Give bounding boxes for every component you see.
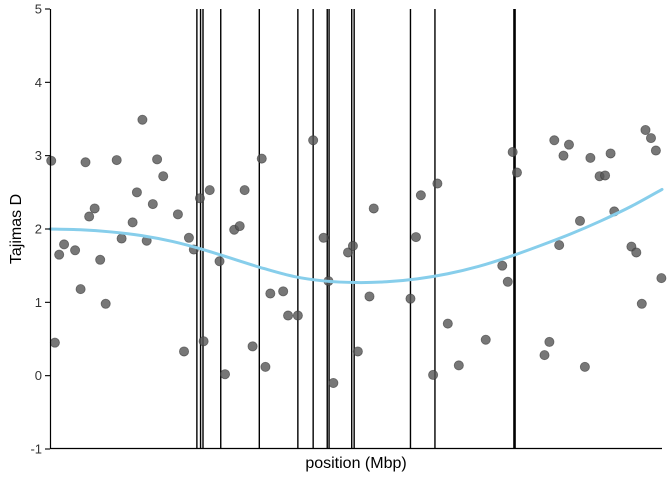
data-point	[214, 256, 225, 267]
y-ticks-layer: -1 0 1 2 3 4 5	[30, 2, 50, 457]
x-axis-title: position (Mbp)	[305, 455, 406, 472]
data-point	[605, 148, 616, 159]
data-point	[507, 146, 518, 157]
data-point	[172, 209, 183, 220]
data-point	[198, 336, 209, 347]
data-point	[549, 135, 560, 146]
data-point	[579, 361, 590, 372]
y-tick-label: 1	[35, 295, 42, 310]
data-point	[405, 293, 416, 304]
data-point	[75, 284, 86, 295]
data-point	[256, 153, 267, 164]
data-point	[70, 245, 81, 256]
data-point	[265, 288, 276, 299]
data-point	[137, 114, 148, 125]
y-tick-label: -1	[30, 442, 42, 457]
data-point	[502, 276, 513, 287]
data-point	[318, 232, 329, 243]
data-point	[574, 215, 585, 226]
data-point	[352, 346, 363, 357]
data-point	[558, 150, 569, 161]
data-point	[179, 346, 190, 357]
data-point	[54, 249, 65, 260]
data-point	[645, 133, 656, 144]
data-point	[234, 221, 245, 232]
data-point	[158, 171, 169, 182]
data-point	[204, 185, 215, 196]
data-point	[636, 298, 647, 309]
data-point	[511, 167, 522, 178]
data-point	[127, 217, 138, 228]
data-point	[84, 211, 95, 222]
data-point	[220, 369, 231, 380]
data-point	[585, 152, 596, 163]
points-layer	[46, 114, 667, 388]
data-point	[364, 291, 375, 302]
data-point	[292, 310, 303, 321]
data-point	[539, 350, 550, 361]
vertical-lines-layer	[196, 9, 516, 449]
y-tick-label: 3	[35, 148, 42, 163]
y-tick-label: 4	[35, 75, 42, 90]
data-point	[147, 199, 158, 210]
data-point	[283, 310, 294, 321]
data-point	[656, 273, 667, 284]
y-tick-label: 0	[35, 368, 42, 383]
y-tick-label: 5	[35, 2, 42, 17]
data-point	[563, 139, 574, 150]
data-point	[46, 155, 57, 166]
data-point	[480, 334, 491, 345]
data-point	[194, 193, 205, 204]
data-point	[100, 298, 111, 309]
data-point	[260, 361, 271, 372]
data-point	[183, 232, 194, 243]
data-point	[239, 185, 250, 196]
data-point	[497, 260, 508, 271]
data-point	[410, 232, 421, 243]
y-axis-title: Tajimas D	[8, 194, 25, 264]
data-point	[347, 240, 358, 251]
y-tick-label: 2	[35, 222, 42, 237]
data-point	[640, 125, 651, 136]
data-point	[59, 239, 70, 250]
data-point	[278, 286, 289, 297]
data-point	[432, 178, 443, 189]
data-point	[80, 157, 91, 168]
data-point	[89, 203, 100, 214]
data-point	[631, 247, 642, 258]
data-point	[368, 203, 379, 214]
data-point	[152, 154, 163, 165]
data-point	[554, 240, 565, 251]
data-point	[111, 155, 122, 166]
data-point	[453, 360, 464, 371]
data-point	[544, 336, 555, 347]
data-point	[131, 187, 142, 198]
data-point	[247, 341, 258, 352]
data-point	[600, 170, 611, 181]
data-point	[328, 377, 339, 388]
data-point	[343, 247, 354, 258]
data-point	[116, 233, 127, 244]
data-point	[49, 337, 60, 348]
trend-line	[48, 187, 664, 285]
data-point	[428, 369, 439, 380]
data-point	[95, 254, 106, 265]
data-point	[415, 190, 426, 201]
data-point	[308, 135, 319, 146]
data-point	[442, 318, 453, 329]
data-point	[650, 145, 661, 156]
